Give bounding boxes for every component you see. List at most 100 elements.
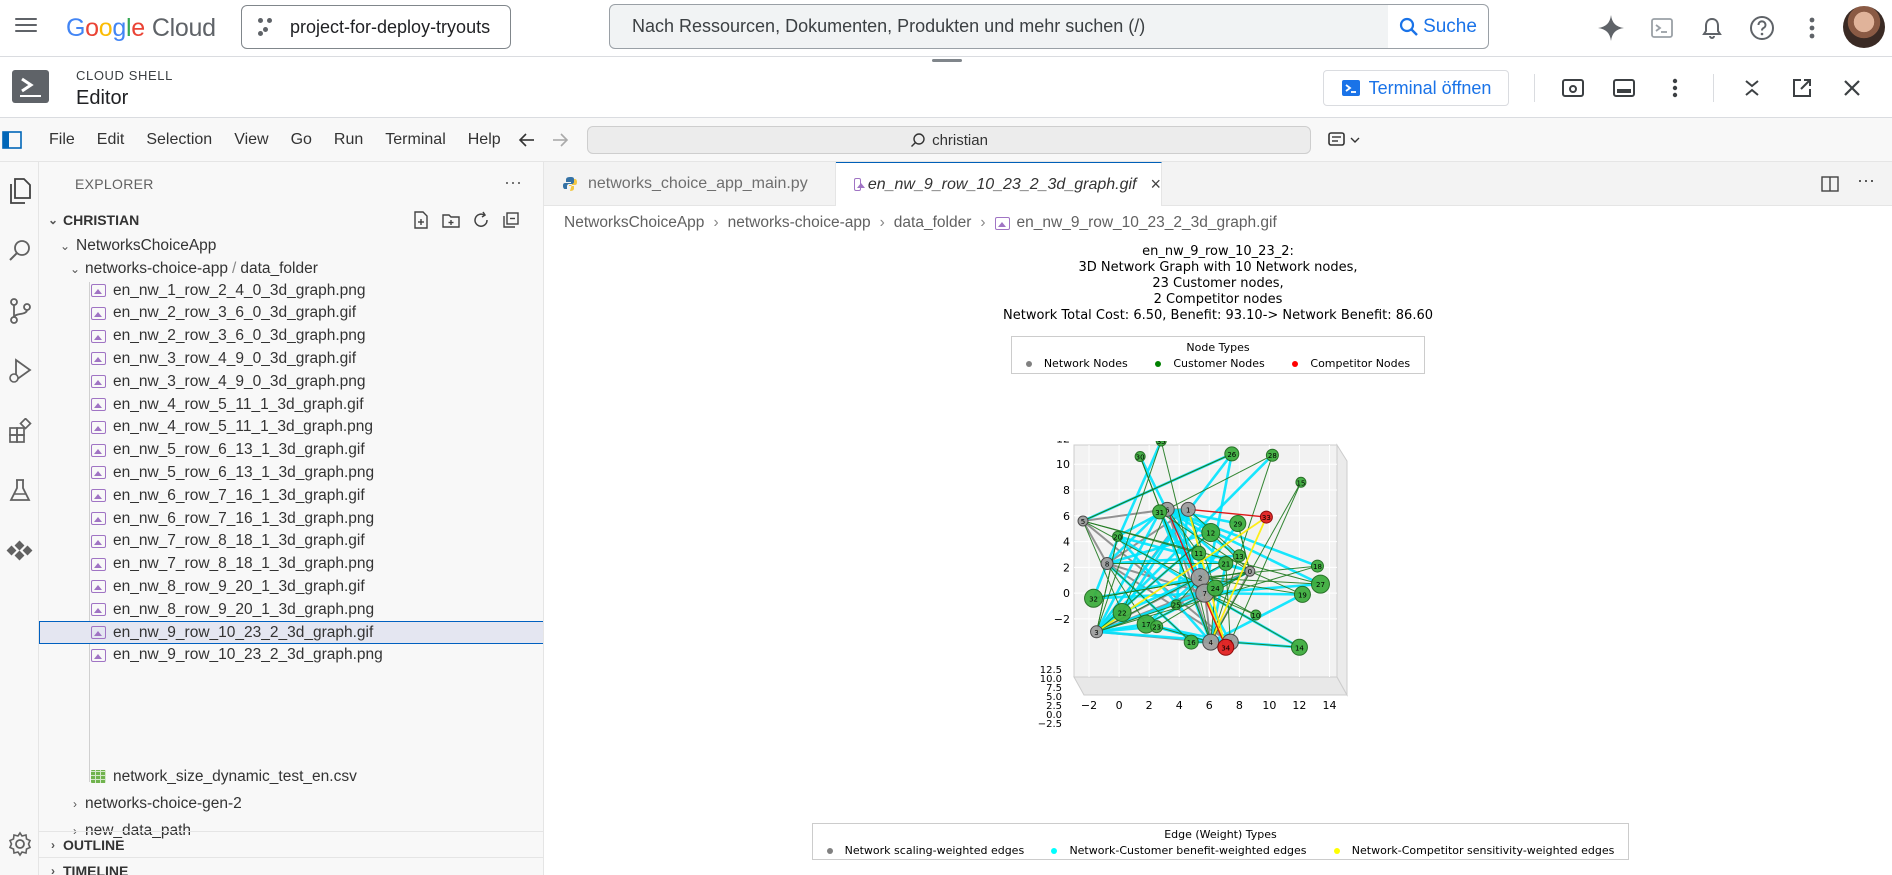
tab-main-py[interactable]: networks_choice_app_main.py (544, 162, 836, 206)
search-button[interactable]: Suche (1388, 4, 1489, 49)
more-actions-icon[interactable]: ··· (504, 172, 522, 192)
sidebar-toggle-icon[interactable] (2, 130, 22, 150)
menu-run[interactable]: Run (333, 131, 364, 148)
minimize-icon[interactable] (1735, 71, 1769, 105)
open-new-icon[interactable] (1785, 71, 1819, 105)
source-control-icon[interactable] (5, 296, 35, 326)
file-label: en_nw_3_row_4_9_0_3d_graph.png (113, 372, 366, 390)
split-editor-icon[interactable] (1820, 174, 1840, 199)
graph-node (1084, 588, 1104, 608)
resize-handle[interactable] (932, 59, 962, 62)
back-arrow-icon[interactable] (517, 130, 537, 155)
command-center-search[interactable]: christian (587, 126, 1311, 154)
file-item[interactable]: en_nw_9_row_10_23_2_3d_graph.gif (39, 621, 543, 644)
more-actions-icon[interactable]: ··· (1857, 170, 1875, 190)
node-label: 8 (1105, 560, 1109, 568)
breadcrumb-item[interactable]: data_folder (893, 214, 972, 231)
chevron-down-icon: ⌄ (59, 238, 71, 253)
legend-title: Edge (Weight) Types (1164, 828, 1277, 841)
legend-item: Network scaling-weighted edges (826, 844, 1024, 857)
new-file-icon[interactable] (411, 210, 431, 230)
customer-link-edge (1230, 641, 1300, 648)
file-item[interactable]: en_nw_1_row_2_4_0_3d_graph.png (39, 279, 543, 302)
gemini-icon[interactable] (1594, 11, 1628, 45)
folder-networkschoiceapp[interactable]: ⌄ NetworksChoiceApp (39, 232, 543, 259)
preview-icon[interactable] (1556, 71, 1590, 105)
avatar[interactable] (1843, 6, 1885, 48)
settings-gear-icon[interactable] (5, 829, 35, 859)
cloud-shell-icon[interactable] (1645, 11, 1679, 45)
search-icon[interactable] (5, 236, 35, 266)
file-item[interactable]: en_nw_4_row_5_11_1_3d_graph.png (39, 416, 543, 439)
copilot-chat-icon[interactable] (1328, 130, 1362, 155)
more-vert-icon[interactable] (1658, 71, 1692, 105)
menu-icon[interactable] (12, 14, 40, 42)
image-file-icon (91, 534, 106, 548)
image-file-icon (91, 352, 106, 366)
legend-title: Node Types (1186, 341, 1250, 354)
file-item[interactable]: en_nw_3_row_4_9_0_3d_graph.gif (39, 347, 543, 370)
explorer-icon[interactable] (5, 176, 35, 206)
cloud-code-icon[interactable] (5, 536, 35, 566)
more-vert-icon[interactable] (1795, 11, 1829, 45)
file-item[interactable]: en_nw_4_row_5_11_1_3d_graph.gif (39, 393, 543, 416)
breadcrumb-item[interactable]: NetworksChoiceApp (564, 214, 705, 231)
file-item[interactable]: en_nw_8_row_9_20_1_3d_graph.gif (39, 575, 543, 598)
node-label: 22 (1118, 609, 1127, 617)
menu-go[interactable]: Go (290, 131, 312, 148)
file-item[interactable]: en_nw_6_row_7_16_1_3d_graph.gif (39, 484, 543, 507)
new-folder-icon[interactable] (441, 210, 461, 230)
close-icon[interactable] (1835, 71, 1869, 105)
file-item[interactable]: en_nw_3_row_4_9_0_3d_graph.png (39, 370, 543, 393)
z-tick-label: 12.5 (1040, 665, 1062, 676)
file-item[interactable]: en_nw_5_row_6_13_1_3d_graph.gif (39, 439, 543, 462)
breadcrumb-item[interactable]: networks-choice-app (727, 214, 871, 231)
open-terminal-button[interactable]: Terminal öffnen (1323, 70, 1509, 106)
node-label: 33 (1262, 514, 1271, 522)
close-tab-icon[interactable]: × (1150, 174, 1161, 194)
menu-help[interactable]: Help (467, 131, 501, 148)
file-item[interactable]: en_nw_2_row_3_6_0_3d_graph.gif (39, 302, 543, 325)
tab-graph-gif[interactable]: en_nw_9_row_10_23_2_3d_graph.gif × (836, 162, 1162, 206)
layout-icon[interactable] (1607, 71, 1641, 105)
help-icon[interactable] (1745, 11, 1779, 45)
timeline-section[interactable]: › TIMELINE (39, 857, 543, 875)
collapse-all-icon[interactable] (501, 210, 521, 230)
file-item[interactable]: en_nw_5_row_6_13_1_3d_graph.png (39, 461, 543, 484)
image-file-icon (91, 648, 106, 662)
menu-view[interactable]: View (234, 131, 269, 148)
graph-node (1112, 530, 1124, 542)
activity-bar (0, 162, 39, 875)
menu-file[interactable]: File (49, 131, 75, 148)
file-item[interactable]: en_nw_7_row_8_18_1_3d_graph.gif (39, 530, 543, 553)
search-input[interactable]: Nach Ressourcen, Dokumenten, Produkten u… (609, 4, 1389, 49)
file-item[interactable]: en_nw_2_row_3_6_0_3d_graph.png (39, 325, 543, 348)
outline-section[interactable]: › OUTLINE (39, 831, 543, 857)
folder-networks-choice-gen-2[interactable]: › networks-choice-gen-2 (39, 790, 543, 817)
testing-icon[interactable] (5, 476, 35, 506)
workspace-root[interactable]: ⌄ CHRISTIAN (39, 206, 543, 233)
folder-data-folder[interactable]: ⌄ networks-choice-app / data_folder (39, 255, 543, 282)
node-label: 18 (1313, 563, 1322, 571)
extensions-icon[interactable] (5, 416, 35, 446)
customer-link-edge (1096, 441, 1162, 632)
folder-new-data-path[interactable]: › new_data_path (39, 817, 543, 844)
file-item[interactable]: en_nw_7_row_8_18_1_3d_graph.png (39, 553, 543, 576)
network-edge (1106, 562, 1231, 643)
bell-icon[interactable] (1695, 11, 1729, 45)
run-debug-icon[interactable] (5, 356, 35, 386)
customer-edge (1095, 511, 1161, 633)
forward-arrow-icon[interactable] (550, 130, 570, 155)
menu-edit[interactable]: Edit (96, 131, 125, 148)
project-picker[interactable]: project-for-deploy-tryouts (241, 5, 511, 49)
customer-edge (1095, 454, 1274, 633)
file-item[interactable]: en_nw_9_row_10_23_2_3d_graph.png (39, 644, 543, 667)
breadcrumb-item[interactable]: en_nw_9_row_10_23_2_3d_graph.gif (1016, 214, 1277, 231)
menu-terminal[interactable]: Terminal (385, 131, 446, 148)
refresh-icon[interactable] (471, 210, 491, 230)
menu-selection[interactable]: Selection (146, 131, 213, 148)
file-csv[interactable]: network_size_dynamic_test_en.csv (39, 763, 543, 790)
file-item[interactable]: en_nw_6_row_7_16_1_3d_graph.png (39, 507, 543, 530)
file-item[interactable]: en_nw_8_row_9_20_1_3d_graph.png (39, 598, 543, 621)
